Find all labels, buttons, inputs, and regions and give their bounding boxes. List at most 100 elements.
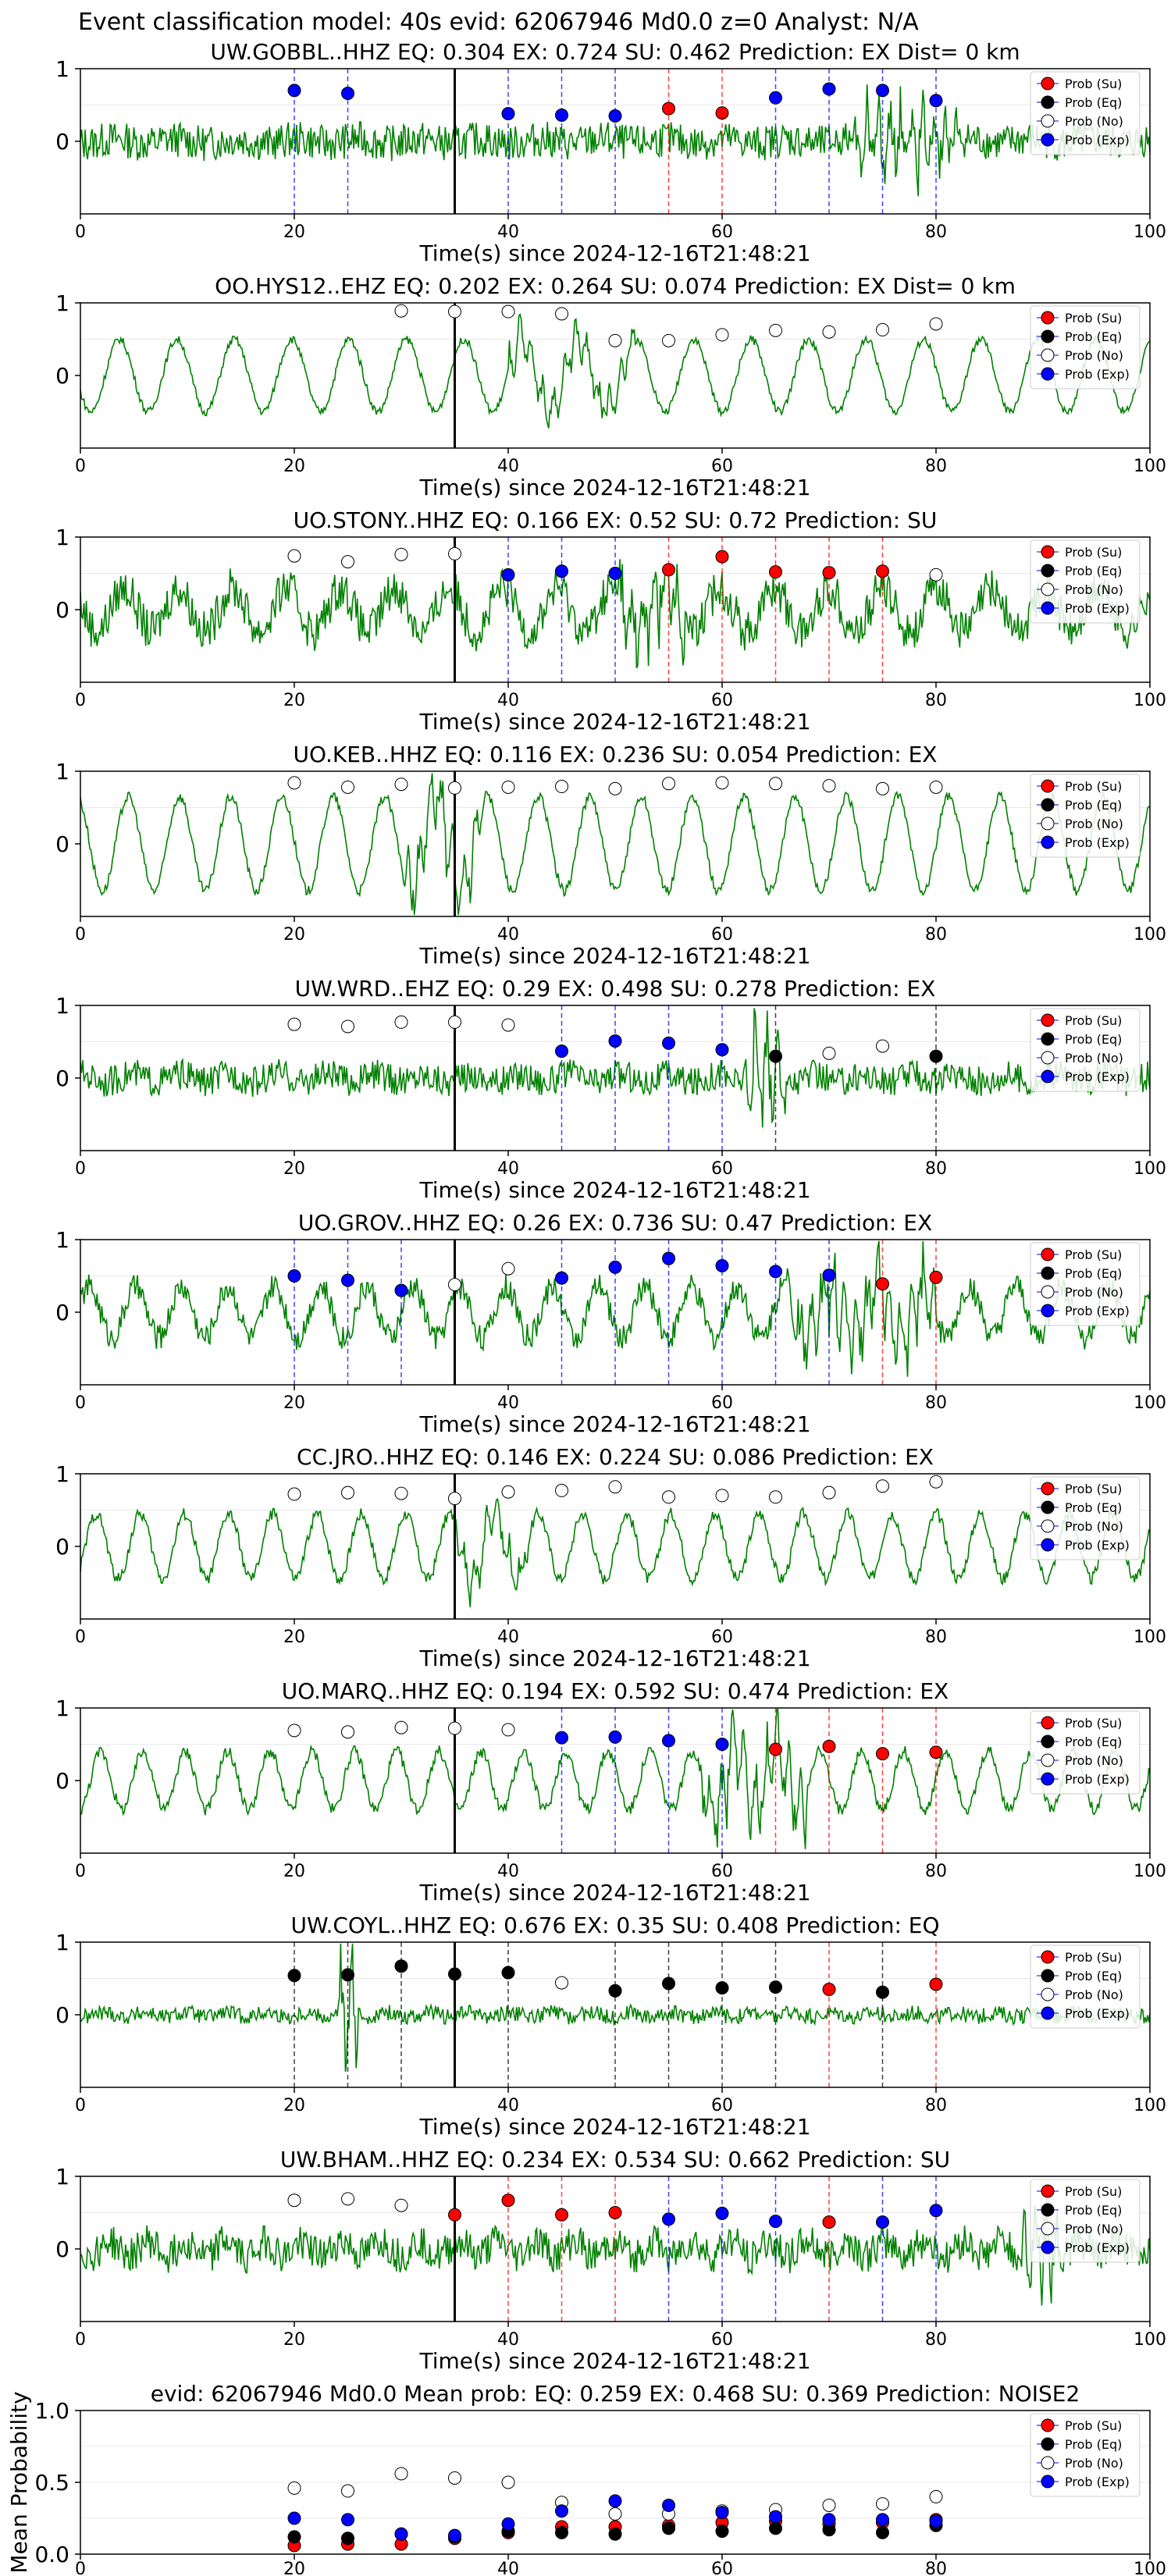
station-panel: UO.GROV..HHZ EQ: 0.26 EX: 0.736 SU: 0.47…: [55, 1210, 1166, 1437]
legend-marker: [1041, 2456, 1055, 2470]
legend-box: [1030, 305, 1141, 390]
prob-point-su: [715, 550, 729, 564]
prob-point-su: [769, 565, 782, 579]
x-tick-label: 60: [711, 222, 733, 242]
prob-point-no: [448, 1721, 461, 1735]
legend-label: Prob (Su): [1065, 779, 1122, 794]
panel-title: UO.STONY..HHZ EQ: 0.166 EX: 0.52 SU: 0.7…: [294, 507, 938, 533]
legend-label: Prob (Eq): [1065, 2203, 1122, 2218]
legend-marker: [1041, 1716, 1055, 1730]
prob-point-eq: [929, 1049, 943, 1063]
prob-point-no: [608, 1480, 622, 1494]
y-tick-label: 0: [55, 1066, 69, 1091]
x-axis-label: Time(s) since 2024-12-16T21:48:21: [418, 1177, 810, 1203]
prob-point-no: [929, 317, 943, 331]
panel-title: UW.GOBBL..HHZ EQ: 0.304 EX: 0.724 SU: 0.…: [210, 39, 1020, 65]
x-tick-label: 20: [283, 1159, 305, 1179]
prob-point-no: [555, 1483, 568, 1497]
legend-marker: [1041, 1735, 1055, 1749]
panel-title: UW.WRD..EHZ EQ: 0.29 EX: 0.498 SU: 0.278…: [295, 976, 936, 1002]
prob-point-su: [715, 106, 729, 120]
x-tick-label: 60: [711, 1393, 733, 1413]
prob-point-exp: [822, 1268, 836, 1283]
x-tick-label: 100: [1134, 1159, 1166, 1179]
legend-marker: [1041, 1987, 1055, 2001]
y-tick-label: 0: [55, 363, 69, 389]
legend-box: [1030, 1944, 1141, 2029]
panel-title: OO.HYS12..EHZ EQ: 0.202 EX: 0.264 SU: 0.…: [215, 273, 1016, 299]
legend-marker: [1041, 1304, 1055, 1318]
legend-marker: [1041, 1500, 1055, 1514]
legend-marker: [1041, 2240, 1055, 2254]
legend-label: Prob (No): [1065, 1519, 1123, 1534]
x-tick-label: 20: [283, 1862, 305, 1881]
prob-point-no: [715, 776, 729, 790]
x-tick-label: 60: [711, 1159, 733, 1179]
legend-marker: [1041, 367, 1055, 381]
prob-point-no: [448, 304, 461, 318]
legend-label: Prob (Su): [1065, 545, 1122, 560]
x-tick-label: 80: [925, 2096, 947, 2115]
prob-point-no: [341, 1725, 354, 1739]
x-tick-label: 0: [75, 2330, 86, 2350]
x-tick-label: 40: [497, 1393, 519, 1413]
x-tick-label: 80: [925, 925, 947, 945]
legend-marker: [1041, 311, 1055, 325]
prob-point-no: [555, 307, 568, 321]
x-tick-label: 60: [711, 2560, 733, 2576]
legend-box: [1030, 1242, 1141, 1326]
mean-prob-panel: evid: 62067946 Md0.0 Mean prob: EQ: 0.25…: [6, 2381, 1166, 2576]
mean-point-no: [876, 2497, 889, 2511]
legend-label: Prob (Eq): [1065, 2437, 1122, 2452]
x-tick-label: 80: [925, 1628, 947, 1647]
prob-point-no: [501, 1485, 515, 1499]
x-tick-label: 20: [283, 2096, 305, 2115]
station-panel: UW.BHAM..HHZ EQ: 0.234 EX: 0.534 SU: 0.6…: [55, 2147, 1166, 2374]
x-tick-label: 0: [75, 457, 86, 476]
prob-point-exp: [662, 1251, 675, 1265]
prob-point-no: [287, 776, 301, 790]
station-panel: UO.MARQ..HHZ EQ: 0.194 EX: 0.592 SU: 0.4…: [55, 1678, 1166, 1905]
x-tick-label: 100: [1134, 2096, 1166, 2115]
legend-label: Prob (Su): [1065, 1013, 1122, 1028]
x-tick-label: 40: [497, 222, 519, 242]
legend-marker: [1041, 779, 1055, 793]
prob-point-eq: [501, 1966, 515, 1980]
legend-box: [1030, 774, 1141, 858]
legend-box: [1030, 2179, 1141, 2263]
prob-point-no: [769, 323, 782, 337]
panel-title: UW.BHAM..HHZ EQ: 0.234 EX: 0.534 SU: 0.6…: [280, 2147, 950, 2172]
legend-marker: [1041, 133, 1055, 147]
legend-marker: [1041, 2184, 1055, 2198]
x-tick-label: 60: [711, 691, 733, 710]
panels-container: UW.GOBBL..HHZ EQ: 0.304 EX: 0.724 SU: 0.…: [6, 39, 1166, 2576]
station-panel: OO.HYS12..EHZ EQ: 0.202 EX: 0.264 SU: 0.…: [55, 273, 1166, 500]
legend-label: Prob (No): [1065, 817, 1123, 831]
prob-point-no: [287, 1724, 301, 1738]
prob-point-exp: [769, 1265, 782, 1279]
prob-point-no: [769, 1490, 782, 1504]
x-tick-label: 40: [497, 457, 519, 476]
prob-point-no: [448, 546, 461, 560]
y-tick-label: 0: [55, 129, 69, 155]
legend-label: Prob (Su): [1065, 1950, 1122, 1965]
x-tick-label: 40: [497, 925, 519, 945]
prob-point-exp: [662, 2212, 675, 2226]
waveform-trace: [80, 1498, 1151, 1608]
legend-label: Prob (Exp): [1065, 367, 1130, 382]
y-tick-label: 1: [55, 1930, 69, 1955]
mean-point-exp: [555, 2504, 568, 2518]
prob-point-eq: [448, 1967, 461, 1981]
prob-point-no: [501, 304, 515, 318]
y-tick-label: 0: [55, 1300, 69, 1325]
legend-label: Prob (Exp): [1065, 1069, 1130, 1084]
x-tick-label: 40: [497, 1862, 519, 1881]
x-tick-label: 40: [497, 2096, 519, 2115]
y-tick-label: 0: [55, 1534, 69, 1560]
y-tick-label: 1: [55, 1695, 69, 1721]
prob-point-exp: [341, 1273, 354, 1287]
prob-point-eq: [715, 1981, 729, 1995]
prob-point-no: [448, 1492, 461, 1506]
y-tick-label: 0.0: [34, 2542, 69, 2567]
prob-point-no: [448, 1278, 461, 1292]
